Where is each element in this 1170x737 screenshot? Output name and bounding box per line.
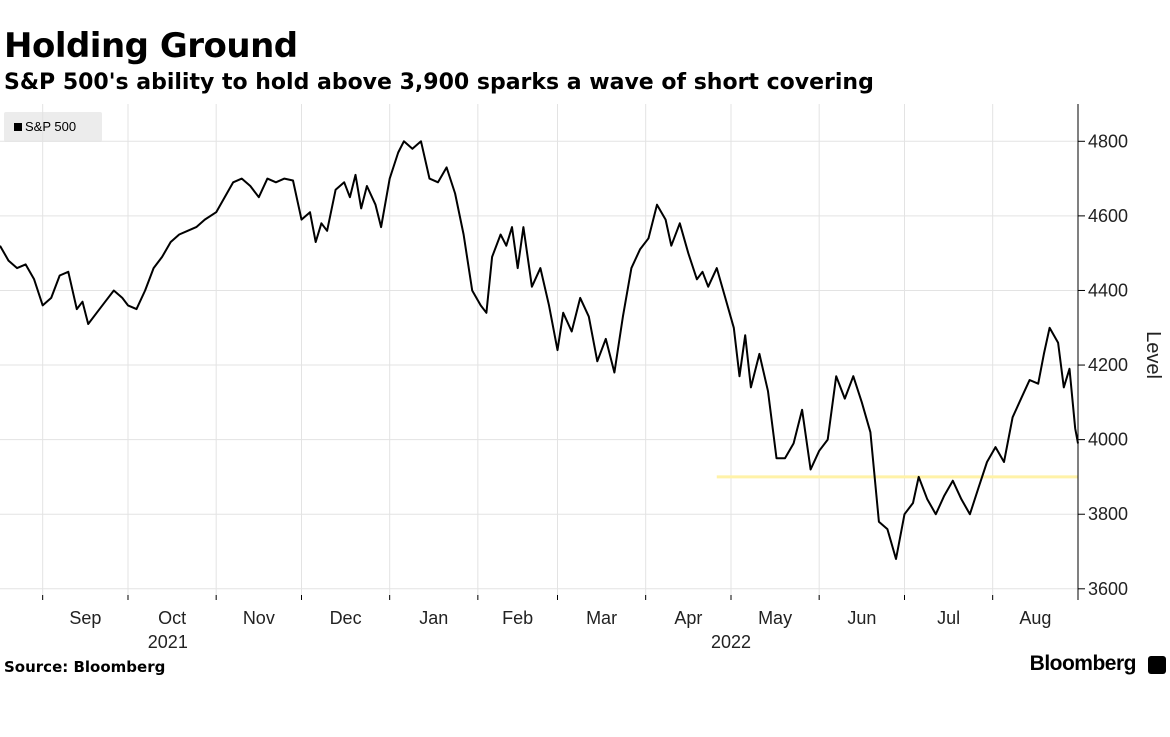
y-tick-label: 4800 <box>1088 131 1128 151</box>
x-tick-label: Jul <box>937 608 960 628</box>
y-axis: 3600 3800 4000 4200 4400 4600 4800 Level <box>1077 104 1164 600</box>
x-tick-label: May <box>758 608 792 628</box>
x-year-label: 2021 <box>148 632 188 652</box>
x-tick-label: Jun <box>847 608 876 628</box>
legend-swatch <box>14 123 22 131</box>
x-tick-label: Dec <box>330 608 362 628</box>
chart-subtitle: S&P 500's ability to hold above 3,900 sp… <box>4 70 874 95</box>
y-tick-label: 3800 <box>1088 504 1128 524</box>
y-tick-label: 4200 <box>1088 355 1128 375</box>
chart-title: Holding Ground <box>4 26 298 66</box>
legend: S&P 500 <box>4 112 102 142</box>
series-group <box>0 140 1079 560</box>
y-tick-label: 3600 <box>1088 579 1128 599</box>
x-year-label: 2022 <box>711 632 751 652</box>
x-tick-label: Jan <box>419 608 448 628</box>
legend-label: S&P 500 <box>25 119 77 134</box>
y-tick-label: 4400 <box>1088 280 1128 300</box>
y-tick-label: 4600 <box>1088 206 1128 226</box>
x-tick-label: Aug <box>1019 608 1051 628</box>
x-tick-label: Apr <box>674 608 702 628</box>
x-tick-label: Sep <box>69 608 101 628</box>
x-tick-label: Mar <box>586 608 617 628</box>
gridlines <box>0 104 1078 600</box>
y-axis-label: Level <box>1142 331 1164 379</box>
x-axis: Sep Oct Nov Dec Jan Feb Mar Apr May Jun Jul Aug 2021… <box>42 595 1051 652</box>
x-tick-label: Oct <box>158 608 186 628</box>
x-tick-label: Feb <box>502 608 533 628</box>
series-line-sp500 <box>0 140 1079 560</box>
source-note: Source: Bloomberg <box>4 658 166 676</box>
brand-logo-text: Bloomberg <box>1029 652 1137 675</box>
x-tick-label: Nov <box>243 608 275 628</box>
y-tick-label: 4000 <box>1088 430 1128 450</box>
bloomberg-terminal-icon <box>1148 656 1166 674</box>
